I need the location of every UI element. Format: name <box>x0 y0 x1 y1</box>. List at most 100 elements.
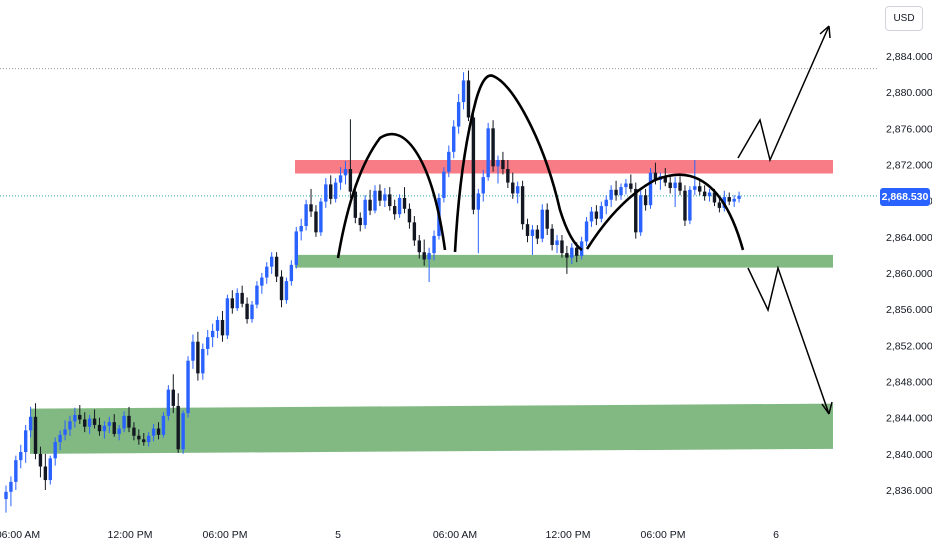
candle-body <box>112 422 116 434</box>
current-price-label: 2,868.530 <box>881 191 929 203</box>
candle-body <box>599 206 604 219</box>
candle-body <box>181 413 185 450</box>
candle-body <box>73 414 77 422</box>
time-tick-label: 12:00 PM <box>546 529 591 541</box>
candle-body <box>151 428 156 436</box>
candle-body <box>299 225 303 232</box>
candle-body <box>87 418 92 427</box>
candle-body <box>702 191 707 197</box>
zones-layer <box>30 159 833 454</box>
candle-body <box>604 199 608 207</box>
candle-body <box>727 197 731 202</box>
candle-body <box>142 439 146 443</box>
time-tick-label: 06:00 AM <box>433 529 477 541</box>
candle-body <box>186 360 190 414</box>
candle-body <box>14 460 18 482</box>
support-zone <box>30 403 833 454</box>
time-tick-label: 6 <box>773 529 779 541</box>
candle-body <box>584 221 589 242</box>
candle-body <box>673 182 677 189</box>
candle-body <box>481 177 485 194</box>
candle-body <box>33 416 38 454</box>
currency-selector[interactable]: USD <box>885 6 923 31</box>
left-shoulder-curve <box>336 132 447 259</box>
candle-body <box>102 425 107 432</box>
candle-body <box>156 428 161 435</box>
candle-body <box>250 304 254 320</box>
candle-body <box>225 298 230 336</box>
head-curve <box>453 74 583 253</box>
candle-body <box>333 182 338 199</box>
candle-body <box>289 264 294 282</box>
time-tick-label: 5 <box>335 529 341 541</box>
candle-body <box>417 240 421 253</box>
candle-body <box>471 117 476 210</box>
candle-body <box>732 198 736 202</box>
time-tick-label: 06:00 PM <box>641 529 686 541</box>
candle-body <box>737 195 741 199</box>
candle-body <box>284 281 289 301</box>
candle-body <box>28 416 33 431</box>
price-tick-label: 2,836.000 <box>886 485 932 497</box>
candle-body <box>235 292 239 309</box>
price-tick-label: 2,856.000 <box>886 304 932 316</box>
candle-body <box>191 341 195 361</box>
candle-body <box>269 256 274 267</box>
candle-body <box>570 247 574 258</box>
candle-body <box>506 169 510 183</box>
candle-body <box>63 429 67 435</box>
time-tick-label: 06:00 PM <box>203 529 248 541</box>
candle-body <box>540 209 544 239</box>
candle-body <box>634 188 638 233</box>
candle-body <box>589 211 594 222</box>
candle-body <box>353 191 358 218</box>
candle-body <box>452 126 456 152</box>
price-tick-label: 2,848.000 <box>886 377 932 389</box>
candle-body <box>53 442 57 459</box>
candle-body <box>304 204 308 226</box>
candle-body <box>43 466 48 481</box>
candle-body <box>348 169 353 192</box>
candle-body <box>97 424 102 432</box>
candle-body <box>4 491 8 500</box>
time-axis[interactable]: 06:00 AM 12:00 PM 06:00 PM 5 06:00 AM 12:00 P… <box>0 529 779 541</box>
candle-body <box>324 184 328 202</box>
candle-body <box>525 224 530 236</box>
price-tick-label: 2,872.000 <box>886 160 932 172</box>
candle-body <box>683 190 687 221</box>
candle-body <box>663 176 667 183</box>
price-axis[interactable]: 2,884.000 2,880.000 2,876.000 2,872.000 2,86… <box>886 51 932 497</box>
candle-body <box>230 298 235 309</box>
time-tick-label: 12:00 PM <box>108 529 153 541</box>
candle-body <box>92 418 97 425</box>
candle-body <box>240 292 244 304</box>
candle-body <box>648 172 653 206</box>
time-tick-label: 06:00 AM <box>0 529 40 541</box>
price-tick-label: 2,884.000 <box>886 51 932 63</box>
candle-body <box>427 253 431 260</box>
candle-body <box>698 186 702 192</box>
candle-body <box>245 303 249 320</box>
candle-body <box>614 189 618 196</box>
candle-body <box>461 80 466 103</box>
pattern-drawings-layer <box>336 25 833 415</box>
candle-body <box>707 192 712 197</box>
candle-body <box>215 320 220 331</box>
currency-label: USD <box>893 13 915 24</box>
candle-body <box>643 195 648 206</box>
candle-body <box>176 405 180 450</box>
candle-body <box>196 341 200 374</box>
candle-body <box>476 193 481 210</box>
candle-body <box>171 389 175 406</box>
candle-body <box>422 252 426 260</box>
candle-body <box>363 199 367 226</box>
candle-body <box>535 229 540 239</box>
candle-body <box>520 186 525 225</box>
candle-body <box>373 190 377 211</box>
candle-body <box>58 434 62 443</box>
candle-body <box>68 421 72 430</box>
candle-body <box>717 202 722 208</box>
price-tick-label: 2,840.000 <box>886 449 932 461</box>
resistance-zone <box>295 159 833 174</box>
